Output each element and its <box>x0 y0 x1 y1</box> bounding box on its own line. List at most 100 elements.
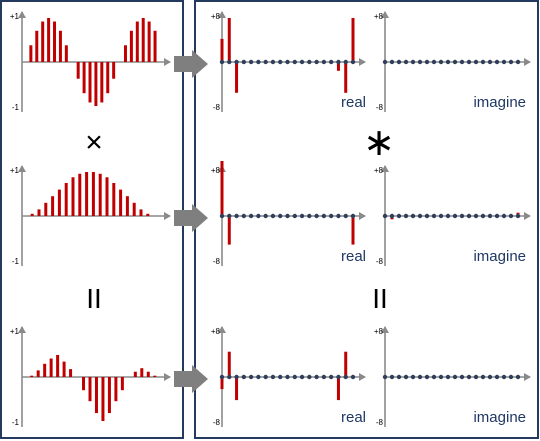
signal-top-tick: +1 <box>10 166 20 175</box>
spectrum-point <box>515 213 521 219</box>
signal-sine-x-arrowhead <box>164 58 171 66</box>
signal-product-x-arrowhead <box>164 373 171 381</box>
spectrum-point <box>494 374 500 380</box>
convolve-operator: ∗ <box>363 122 395 164</box>
signal-window-x-arrowhead <box>164 212 171 220</box>
imag-bottom-tick: -8 <box>376 257 384 266</box>
spectrum-point <box>501 374 507 380</box>
charts-layer: +1 -1 +8 -8 real +8 -8 imagine +1 -1 +8 -8 real +8 -8 i… <box>10 11 531 427</box>
transform-arrow <box>174 50 208 78</box>
spectrum-point <box>438 374 444 380</box>
spectrum-point <box>234 213 239 219</box>
real-top-tick: +8 <box>211 166 221 175</box>
spectrum-point <box>328 374 334 380</box>
imag-top-tick: +8 <box>374 327 384 336</box>
spectrum-point <box>219 59 225 65</box>
spectrum-point <box>501 213 507 219</box>
spectrum-point <box>270 374 276 380</box>
imag-product-x-arrowhead <box>524 373 531 381</box>
spectrum-point <box>382 59 388 65</box>
real-label: real <box>341 248 366 265</box>
transform-arrow <box>174 365 208 393</box>
spectrum-point <box>389 213 395 219</box>
spectrum-point <box>424 59 430 65</box>
real-label: real <box>341 409 366 426</box>
imag-product-y-arrowhead <box>381 326 389 333</box>
spectrum-point <box>278 213 283 219</box>
spectrum-point <box>487 213 493 219</box>
spectrum-point <box>343 59 348 65</box>
spectrum-point <box>314 213 319 219</box>
spectrum-point <box>234 59 239 65</box>
real-product-x-arrowhead <box>359 373 366 381</box>
spectrum-point <box>473 374 479 380</box>
spectrum-point <box>292 59 297 65</box>
spectrum-point <box>314 374 319 380</box>
signal-bottom-tick: -1 <box>12 257 20 266</box>
real-bottom-tick: -8 <box>213 103 221 112</box>
spectrum-point <box>299 59 305 65</box>
spectrum-point <box>234 374 239 380</box>
spectrum-point <box>343 374 348 380</box>
spectrum-point <box>241 59 247 65</box>
frequency-domain-frame <box>194 0 539 439</box>
spectrum-point <box>285 59 290 65</box>
spectrum-point <box>501 59 507 65</box>
spectrum-point <box>452 59 458 65</box>
spectrum-point <box>438 59 444 65</box>
spectrum-point <box>336 213 341 219</box>
spectrum-point <box>410 374 416 380</box>
signal-window-y-arrowhead <box>18 165 26 172</box>
spectrum-point <box>480 213 486 219</box>
spectrum-point <box>424 213 430 219</box>
real-product-y-arrowhead <box>218 326 226 333</box>
spectrum-point <box>299 213 305 219</box>
spectrum-point <box>515 374 521 380</box>
imag-top-tick: +8 <box>374 12 384 21</box>
spectrum-point <box>256 213 261 219</box>
spectrum-point <box>321 374 327 380</box>
spectrum-point <box>248 59 254 65</box>
spectrum-point <box>445 59 451 65</box>
spectrum-point <box>417 374 423 380</box>
spectrum-point <box>219 374 225 380</box>
spectrum-point <box>227 213 232 219</box>
spectrum-point <box>452 213 458 219</box>
spectrum-point <box>403 213 409 219</box>
spectrum-point <box>410 59 416 65</box>
spectrum-point <box>487 374 493 380</box>
spectrum-point <box>480 59 486 65</box>
real-sine-x-arrowhead <box>359 58 366 66</box>
spectrum-point <box>494 59 500 65</box>
signal-bottom-tick: -1 <box>12 103 20 112</box>
spectrum-point <box>263 374 268 380</box>
real-label: real <box>341 94 366 111</box>
time-domain-frame <box>0 0 184 439</box>
spectrum-point <box>336 374 341 380</box>
spectrum-point <box>314 59 319 65</box>
real-bottom-tick: -8 <box>213 257 221 266</box>
signal-bottom-tick: -1 <box>12 418 20 427</box>
spectrum-point <box>248 374 254 380</box>
spectrum-point <box>307 213 312 219</box>
real-top-tick: +8 <box>211 327 221 336</box>
spectrum-point <box>473 59 479 65</box>
imag-window-x-arrowhead <box>524 212 531 220</box>
imag-window-y-arrowhead <box>381 165 389 172</box>
spectrum-point <box>459 213 465 219</box>
spectrum-point <box>494 213 500 219</box>
transform-arrow <box>174 204 208 232</box>
spectrum-point <box>321 59 327 65</box>
imag-label: imagine <box>473 94 526 111</box>
spectrum-point <box>278 59 283 65</box>
signal-top-tick: +1 <box>10 327 20 336</box>
spectrum-point <box>350 374 356 380</box>
spectrum-point <box>466 374 472 380</box>
spectrum-point <box>410 213 416 219</box>
spectrum-point <box>278 374 283 380</box>
spectrum-point <box>508 59 514 65</box>
spectrum-point <box>445 213 451 219</box>
spectrum-point <box>241 374 247 380</box>
spectrum-point <box>389 374 395 380</box>
